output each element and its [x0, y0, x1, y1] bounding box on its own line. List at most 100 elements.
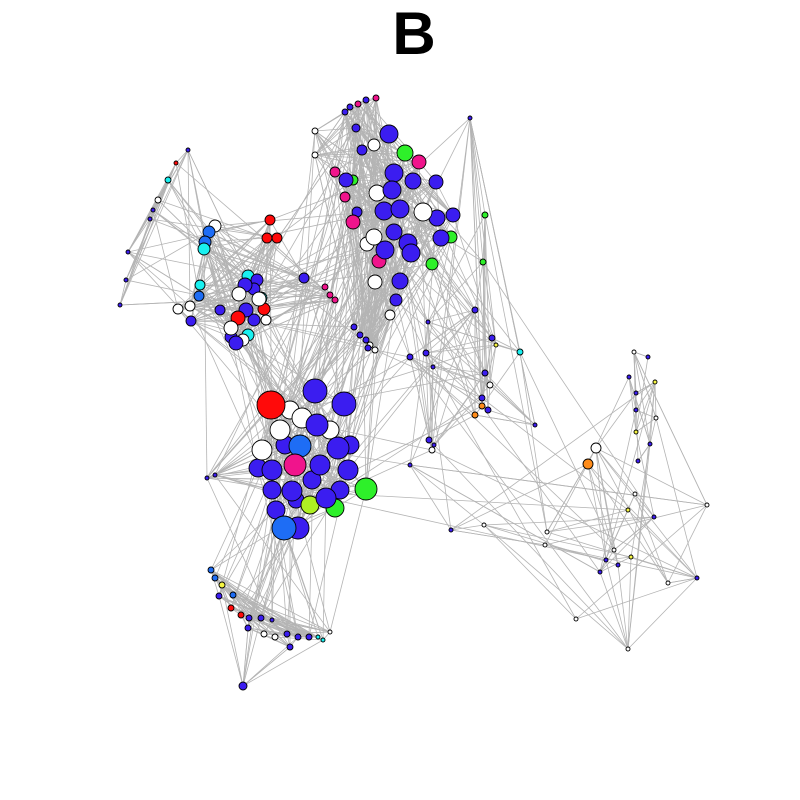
network-edge	[271, 619, 291, 648]
network-edge	[271, 619, 331, 633]
network-edge	[242, 639, 324, 687]
network-node	[211, 574, 219, 582]
network-node	[694, 575, 700, 581]
network-edge	[450, 463, 589, 531]
network-node	[154, 196, 162, 204]
network-edge	[127, 218, 151, 253]
network-node	[345, 214, 361, 230]
network-node	[184, 300, 196, 312]
network-edge	[617, 564, 629, 650]
network-edge	[544, 544, 698, 579]
network-edge	[628, 376, 637, 411]
network-edge	[275, 405, 483, 511]
network-edge	[628, 376, 637, 433]
network-node	[288, 434, 312, 458]
network-node	[382, 180, 402, 200]
network-node	[228, 335, 244, 351]
network-edge	[324, 111, 346, 288]
network-edge	[469, 117, 536, 426]
network-edge	[431, 366, 434, 451]
network-node	[247, 313, 261, 327]
network-edge	[469, 117, 483, 407]
network-edge	[595, 392, 637, 449]
network-node	[631, 349, 637, 355]
network-edge	[232, 594, 324, 641]
network-node	[425, 436, 433, 444]
network-node	[428, 446, 436, 454]
network-edge	[452, 214, 497, 346]
network-node	[173, 160, 179, 166]
network-edge	[428, 414, 476, 441]
network-node	[479, 258, 487, 266]
network-edge	[469, 117, 484, 263]
network-edge	[667, 504, 708, 584]
network-node	[283, 453, 307, 477]
network-edge	[199, 284, 326, 288]
network-node	[704, 502, 710, 508]
network-edge	[599, 409, 637, 573]
network-edge	[474, 309, 483, 407]
network-node	[338, 172, 354, 188]
network-node	[647, 441, 653, 447]
network-node	[430, 364, 436, 370]
network-edge	[210, 467, 259, 571]
network-edge	[190, 320, 355, 328]
network-node	[625, 507, 631, 513]
network-node	[229, 591, 237, 599]
network-node	[364, 344, 372, 352]
network-node	[147, 216, 153, 222]
network-node	[341, 108, 349, 116]
network-edge	[119, 279, 127, 306]
network-node	[615, 562, 621, 568]
network-edge	[199, 284, 291, 411]
network-edge	[325, 299, 397, 499]
network-node	[428, 174, 444, 190]
network-edge	[587, 463, 607, 561]
network-node	[261, 232, 273, 244]
network-node	[346, 103, 354, 111]
network-node	[431, 442, 437, 448]
network-node	[298, 272, 310, 284]
network-edge	[425, 236, 452, 354]
network-edge	[218, 464, 296, 597]
network-node	[425, 319, 431, 325]
network-edge	[409, 356, 615, 551]
network-edge	[482, 261, 655, 518]
network-node	[422, 349, 430, 357]
network-node	[632, 491, 638, 497]
network-edge	[489, 344, 497, 386]
network-edge	[214, 474, 331, 633]
network-edge	[210, 509, 277, 571]
network-edge	[635, 417, 657, 433]
network-node	[117, 302, 123, 308]
network-edge	[635, 392, 639, 462]
network-node	[227, 604, 235, 612]
network-edge	[269, 172, 395, 221]
network-edge	[247, 219, 271, 277]
network-edge	[301, 356, 411, 419]
network-node	[193, 290, 205, 302]
network-node	[185, 147, 191, 153]
network-node	[481, 522, 487, 528]
network-edge	[199, 219, 271, 286]
network-edge	[481, 397, 629, 511]
network-edge	[433, 444, 629, 650]
network-edge	[399, 208, 493, 339]
network-node	[204, 475, 210, 481]
network-edge	[627, 556, 632, 650]
network-edge	[409, 464, 601, 573]
network-edge	[391, 117, 471, 191]
network-edge	[595, 447, 708, 506]
network-edge	[221, 584, 319, 638]
network-node	[467, 115, 473, 121]
network-edge	[587, 463, 669, 584]
network-edge	[270, 280, 401, 406]
network-edge	[487, 409, 536, 426]
network-node	[218, 581, 226, 589]
network-node	[339, 191, 351, 203]
network-edge	[283, 527, 319, 638]
network-edge	[655, 417, 698, 579]
network-node	[351, 123, 361, 133]
network-node	[542, 542, 548, 548]
network-edge	[242, 196, 346, 341]
